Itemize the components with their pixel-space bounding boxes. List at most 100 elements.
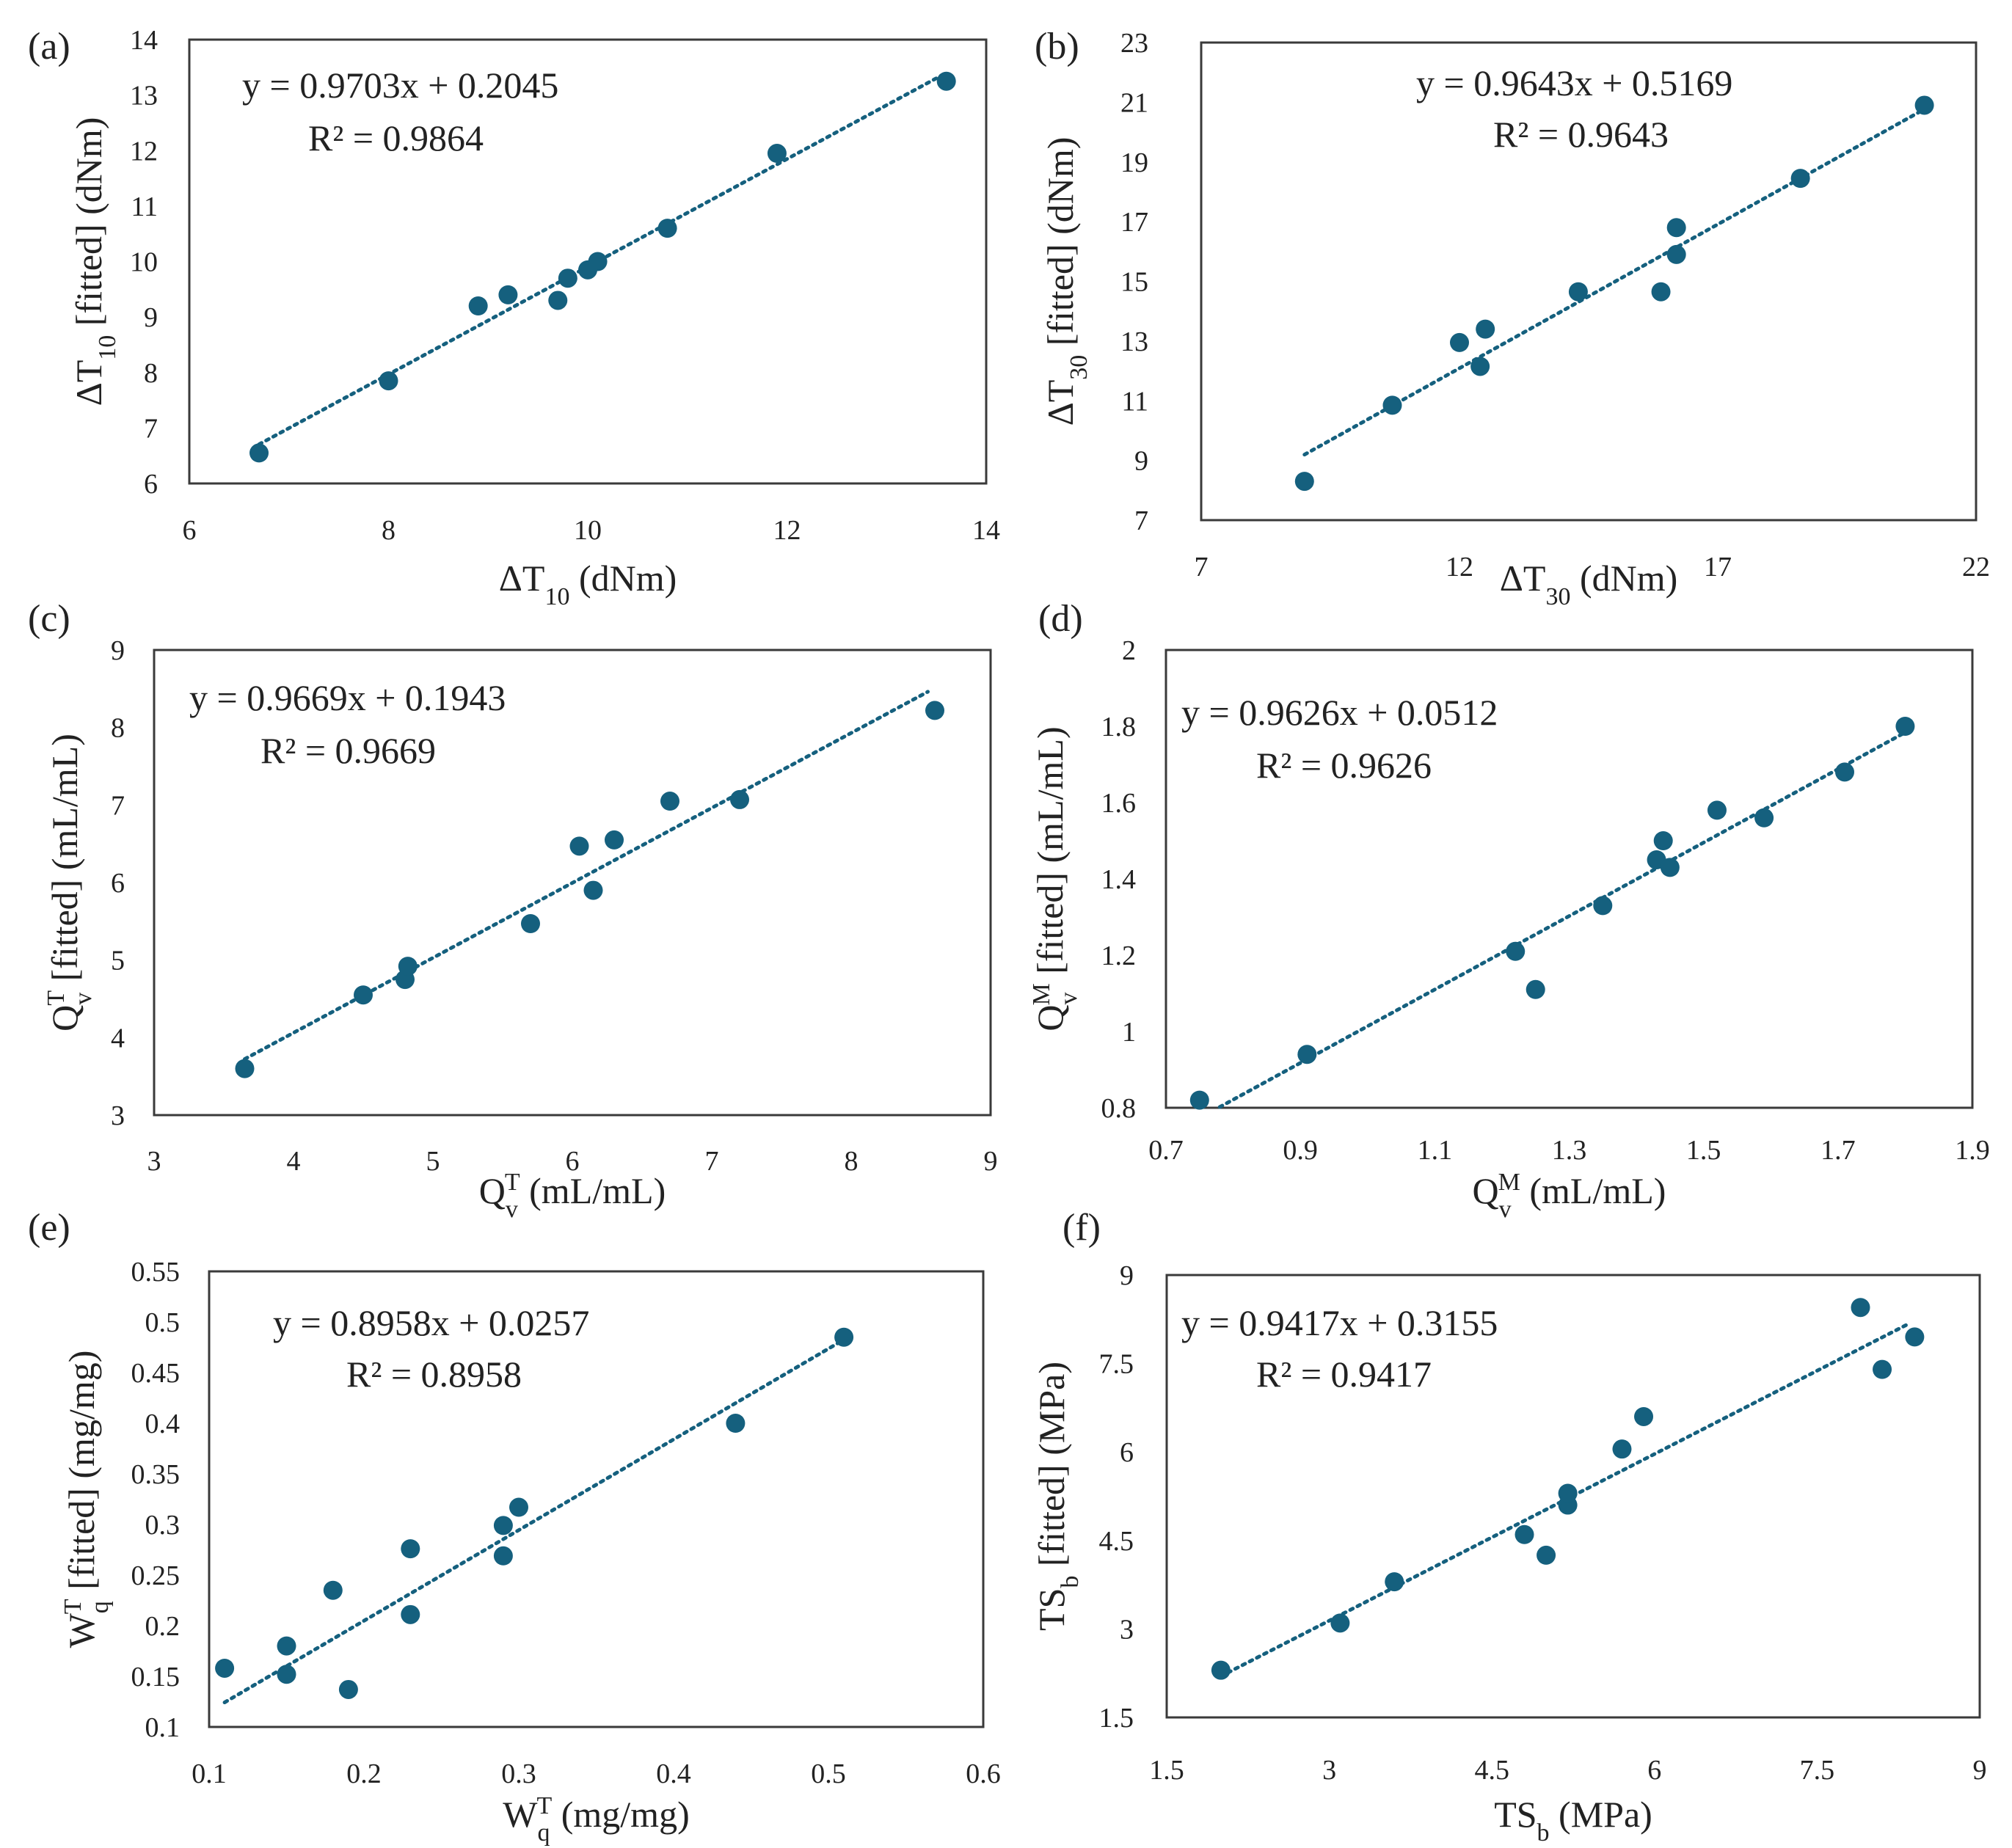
- r-squared: R² = 0.9643: [1493, 114, 1669, 155]
- data-point: [1470, 357, 1490, 376]
- r-squared: R² = 0.9417: [1256, 1354, 1432, 1395]
- x-tick-label: 12: [773, 515, 801, 546]
- y-tick-label: 12: [130, 136, 158, 167]
- x-tick-label: 8: [382, 515, 396, 546]
- data-point: [1634, 1406, 1654, 1426]
- data-point: [569, 836, 589, 856]
- plot-frame: [153, 649, 992, 1117]
- data-point: [1568, 282, 1588, 302]
- data-point: [1526, 979, 1545, 999]
- y-tick-label: 9: [111, 635, 125, 666]
- x-tick-label: 22: [1962, 552, 1990, 582]
- data-point: [1537, 1545, 1556, 1565]
- data-point: [1506, 941, 1526, 961]
- y-tick-label: 0.35: [131, 1459, 181, 1490]
- y-tick-label: 13: [1120, 326, 1148, 357]
- x-tick-label: 8: [845, 1146, 859, 1177]
- x-tick-label: 6: [183, 515, 197, 546]
- x-tick-label: 1.5: [1149, 1755, 1184, 1786]
- data-point: [1905, 1327, 1925, 1347]
- r-squared: R² = 0.9864: [308, 117, 484, 158]
- chart-panel-b: (b) 7 12 17 22 7 9 11 13 15 17 19 21 23 ΔT30 (dNm) ΔT30…: [1035, 26, 1990, 610]
- data-point: [354, 985, 373, 1005]
- trend-equation: y = 0.9626x + 0.0512: [1181, 692, 1498, 733]
- y-axis-label: QvT [fitted] (mL/mL): [43, 734, 97, 1031]
- data-point: [498, 285, 518, 304]
- y-tick-label: 4.5: [1099, 1526, 1134, 1557]
- x-tick-label: 0.2: [346, 1758, 382, 1789]
- y-tick-label: 9: [1134, 446, 1148, 477]
- y-tick-label: 6: [144, 469, 158, 500]
- x-tick-label: 1.5: [1686, 1135, 1721, 1166]
- y-tick-label: 0.3: [145, 1510, 181, 1541]
- data-point: [1651, 282, 1671, 302]
- plot-frame: [1165, 1274, 1981, 1719]
- trend-equation: y = 0.9703x + 0.2045: [242, 65, 558, 106]
- data-point: [323, 1580, 343, 1600]
- x-tick-label: 5: [426, 1146, 440, 1177]
- y-axis-label: QvM [fitted] (mL/mL): [1028, 726, 1082, 1031]
- data-point: [379, 371, 398, 391]
- data-point: [1515, 1524, 1534, 1544]
- y-axis-label: ΔT10 [fitted] (dNm): [68, 117, 121, 406]
- y-tick-label: 21: [1120, 87, 1148, 118]
- y-axis-label: TSb [fitted] (MPa): [1031, 1362, 1084, 1631]
- data-point: [215, 1658, 235, 1678]
- y-tick-label: 0.8: [1101, 1093, 1137, 1124]
- x-tick-label: 0.6: [966, 1758, 1001, 1789]
- x-tick-label: 17: [1704, 552, 1732, 582]
- data-point: [1211, 1660, 1231, 1680]
- chart-panel-c: (c) 3 4 5 6 7 8 9 3 4 5 6 7 8 9 QvT (mL/mL) QvT [fitted]…: [28, 598, 998, 1223]
- y-tick-label: 15: [1120, 267, 1148, 298]
- x-tick-label: 0.9: [1283, 1135, 1318, 1166]
- y-tick-label: 0.2: [145, 1611, 181, 1642]
- x-tick-label: 3: [147, 1146, 161, 1177]
- y-tick-label: 9: [144, 302, 158, 333]
- x-tick-label: 9: [984, 1146, 998, 1177]
- y-tick-label: 8: [111, 713, 125, 744]
- y-tick-label: 7: [111, 790, 125, 821]
- x-tick-label: 1.7: [1820, 1135, 1856, 1166]
- x-tick-label: 6: [566, 1146, 580, 1177]
- data-point: [1873, 1359, 1892, 1379]
- data-point: [1834, 762, 1854, 782]
- data-point: [277, 1636, 296, 1656]
- y-tick-label: 4: [111, 1023, 125, 1053]
- x-tick-label: 1.1: [1418, 1135, 1453, 1166]
- y-tick-label: 1.4: [1101, 864, 1137, 895]
- chart-panel-f: (f) 1.5 3 4.5 6 7.5 9 1.5 3 4.5 6 7.5 9 TSb (MPa) TSb …: [1031, 1207, 1987, 1847]
- trend-equation: y = 0.8958x + 0.0257: [273, 1302, 589, 1343]
- data-point: [925, 701, 944, 720]
- y-tick-label: 3: [1120, 1614, 1134, 1645]
- y-tick-label: 1.5: [1099, 1703, 1134, 1734]
- y-tick-label: 1.2: [1101, 941, 1137, 971]
- data-point: [548, 291, 568, 310]
- data-point: [834, 1327, 854, 1347]
- x-tick-label: 3: [1322, 1755, 1336, 1786]
- data-point: [235, 1059, 255, 1078]
- y-tick-label: 0.55: [131, 1257, 181, 1288]
- x-tick-label: 6: [1647, 1755, 1661, 1786]
- data-point: [1707, 800, 1727, 820]
- data-point: [936, 71, 956, 91]
- data-point: [558, 269, 577, 288]
- y-tick-label: 17: [1120, 207, 1148, 238]
- data-point: [583, 880, 603, 900]
- x-tick-label: 7: [1195, 552, 1209, 582]
- data-point: [730, 789, 749, 809]
- panel-label: (c): [28, 598, 70, 640]
- trend-equation: y = 0.9643x + 0.5169: [1416, 62, 1732, 103]
- x-tick-label: 1.3: [1552, 1135, 1587, 1166]
- y-tick-label: 0.1: [145, 1712, 181, 1743]
- y-tick-label: 11: [1121, 386, 1148, 417]
- y-axis-label: ΔT30 [fitted] (dNm): [1040, 137, 1093, 426]
- y-tick-label: 7: [1134, 505, 1148, 536]
- trend-equation: y = 0.9417x + 0.3155: [1181, 1302, 1498, 1343]
- data-point: [1593, 896, 1613, 916]
- data-point: [493, 1516, 513, 1535]
- x-axis-label: ΔT30 (dNm): [1500, 558, 1678, 610]
- x-tick-label: 7.5: [1800, 1755, 1835, 1786]
- data-point: [1660, 858, 1680, 877]
- x-tick-label: 0.7: [1148, 1135, 1184, 1166]
